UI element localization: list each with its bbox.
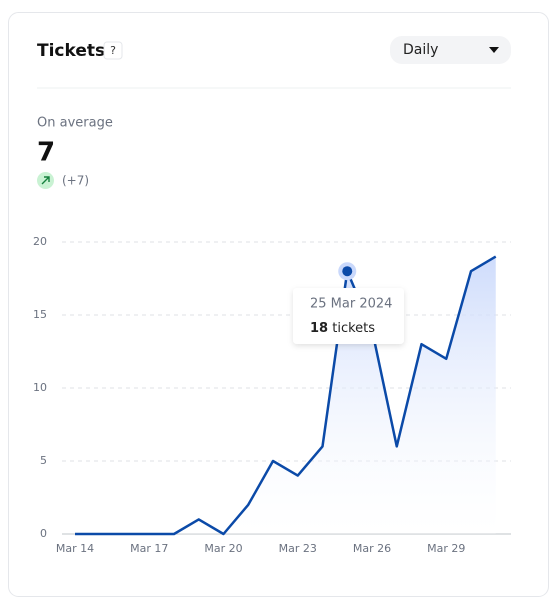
- tooltip-value: 18 tickets: [310, 321, 375, 336]
- tooltip-count: 18: [310, 321, 328, 336]
- dropdown-caret[interactable]: [489, 47, 499, 53]
- hover-point: [342, 266, 353, 277]
- summary-label: On average: [37, 116, 113, 131]
- tooltip-unit: tickets: [332, 321, 375, 336]
- help-button[interactable]: [103, 41, 123, 60]
- summary-value: 7: [37, 138, 55, 168]
- widget-title: Tickets: [37, 41, 105, 61]
- chart: 0 5 10 15 20 Mar 14 Mar 17 Mar 20 Mar 23 Mar 26 Ma…: [33, 235, 511, 555]
- tooltip-date: 25 Mar 2024: [310, 297, 392, 312]
- x-tick-label: Mar 23: [279, 542, 317, 555]
- tooltip: 25 Mar 2024 18 tickets: [293, 288, 404, 344]
- period-value[interactable]: Daily: [403, 42, 438, 58]
- help-icon[interactable]: ?: [110, 44, 116, 57]
- change-label: (+7): [62, 174, 89, 188]
- trend-icon: [41, 176, 50, 185]
- y-tick-label: 10: [33, 381, 47, 394]
- x-tick-label: Mar 26: [353, 542, 391, 555]
- y-tick-label: 5: [40, 454, 47, 467]
- area: [75, 256, 496, 534]
- x-tick-label: Mar 20: [204, 542, 242, 555]
- y-tick-label: 15: [33, 308, 47, 321]
- y-tick-label: 20: [33, 235, 47, 248]
- x-tick-label: Mar 17: [130, 542, 168, 555]
- line: [75, 255, 497, 536]
- x-tick-label: Mar 14: [56, 542, 94, 555]
- y-tick-label: 0: [40, 527, 47, 540]
- period-dropdown[interactable]: [390, 36, 511, 64]
- tooltip-box: [293, 288, 404, 344]
- x-tick-label: Mar 29: [427, 542, 465, 555]
